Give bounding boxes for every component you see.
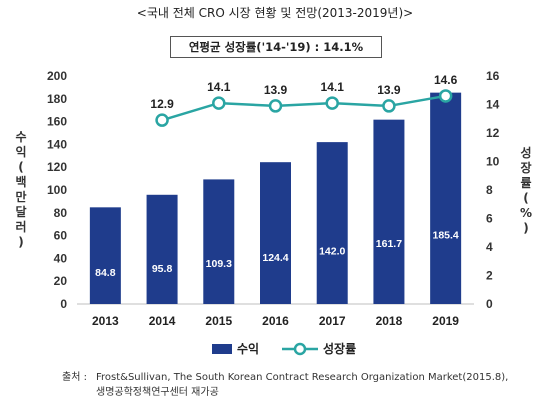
bar bbox=[89, 207, 121, 304]
growth-point bbox=[212, 96, 226, 110]
x-tick-label: 2016 bbox=[262, 314, 289, 328]
x-tick-label: 2019 bbox=[432, 314, 459, 328]
growth-point bbox=[382, 99, 396, 113]
y2-tick-label: 2 bbox=[486, 269, 493, 283]
x-tick-label: 2014 bbox=[149, 314, 176, 328]
y2-tick-label: 6 bbox=[486, 212, 493, 226]
y2-tick-label: 4 bbox=[486, 240, 493, 254]
legend-swatch-revenue bbox=[212, 344, 232, 354]
y-tick-label: 60 bbox=[54, 229, 68, 243]
bar bbox=[146, 194, 178, 304]
growth-point bbox=[268, 99, 283, 113]
bar bbox=[316, 142, 348, 304]
growth-point bbox=[155, 113, 169, 127]
growth-value-label: 14.6 bbox=[434, 73, 458, 87]
bar-value-label: 142.0 bbox=[319, 246, 345, 258]
source-line-1: Frost&Sullivan, The South Korean Contrac… bbox=[96, 372, 509, 383]
y-tick-label: 200 bbox=[47, 69, 67, 83]
source-lead: 출처 : bbox=[62, 372, 87, 383]
bar-value-label: 95.8 bbox=[152, 263, 173, 275]
legend-label-growth: 성장률 bbox=[323, 342, 356, 356]
legend-label-revenue: 수익 bbox=[237, 342, 259, 356]
bar bbox=[430, 92, 462, 304]
x-tick-label: 2018 bbox=[376, 314, 403, 328]
y2-tick-label: 0 bbox=[486, 297, 493, 311]
y-tick-label: 20 bbox=[54, 274, 68, 288]
growth-point bbox=[325, 96, 339, 110]
y2-tick-label: 14 bbox=[486, 98, 500, 112]
growth-value-label: 12.9 bbox=[150, 97, 174, 111]
bar-value-label: 161.7 bbox=[376, 238, 402, 250]
x-tick-label: 2015 bbox=[205, 314, 232, 328]
bar-value-label: 84.8 bbox=[95, 267, 116, 279]
source-line-2: 생명공학정책연구센터 재가공 bbox=[96, 387, 219, 398]
y-tick-label: 120 bbox=[47, 160, 67, 174]
legend-marker-growth bbox=[293, 342, 307, 356]
y-tick-label: 100 bbox=[47, 183, 67, 197]
y-tick-label: 140 bbox=[47, 137, 67, 151]
bar bbox=[203, 179, 235, 304]
x-tick-label: 2013 bbox=[92, 314, 119, 328]
bar bbox=[260, 162, 291, 304]
growth-value-label: 13.9 bbox=[264, 83, 288, 97]
y2-tick-label: 12 bbox=[486, 126, 500, 140]
cagr-box: 연평균 성장률('14-'19) : 14.1% bbox=[170, 36, 382, 58]
growth-value-label: 14.1 bbox=[207, 80, 231, 94]
source-note: 출처 : Frost&Sullivan, The South Korean Con… bbox=[62, 370, 508, 400]
y-tick-label: 80 bbox=[54, 206, 68, 220]
growth-value-label: 13.9 bbox=[377, 83, 401, 97]
x-tick-label: 2017 bbox=[319, 314, 346, 328]
y-tick-label: 0 bbox=[60, 297, 67, 311]
y2-axis-label: 성 장 률(%) bbox=[519, 146, 533, 235]
y-tick-label: 40 bbox=[54, 251, 68, 265]
y-tick-label: 180 bbox=[47, 92, 67, 106]
y2-tick-label: 10 bbox=[486, 155, 500, 169]
growth-line bbox=[161, 94, 446, 122]
chart-title: <국내 전체 CRO 시장 현황 및 전망(2013-2019년)> bbox=[136, 6, 414, 20]
y2-tick-label: 16 bbox=[486, 69, 500, 83]
y-tick-label: 160 bbox=[47, 115, 67, 129]
bar-value-label: 109.3 bbox=[206, 258, 232, 270]
growth-point bbox=[438, 89, 453, 103]
bar bbox=[373, 119, 405, 304]
y2-tick-label: 8 bbox=[486, 183, 493, 197]
growth-value-label: 14.1 bbox=[321, 80, 345, 94]
bar-value-label: 185.4 bbox=[433, 229, 459, 241]
bar-value-label: 124.4 bbox=[262, 252, 288, 264]
y-axis-label: 수 익(백 만 달 러) bbox=[15, 130, 27, 249]
